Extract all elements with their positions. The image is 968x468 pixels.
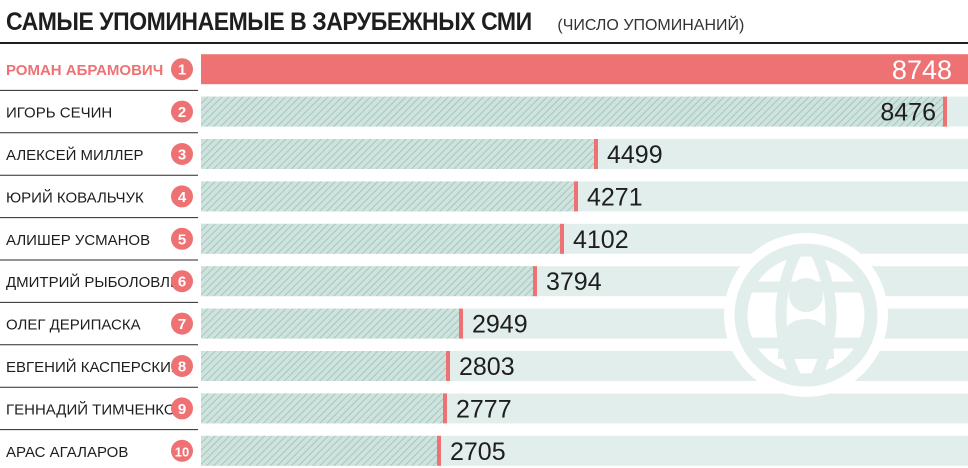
bar [201,435,438,466]
bar-end-marker [459,308,463,339]
rank-number: 4 [178,189,187,206]
bar-end-marker [437,435,441,466]
bar-end-marker [443,393,447,424]
value-label: 2777 [456,395,512,423]
chart-subtitle: (ЧИСЛО УПОМИНАНИЙ) [557,17,745,34]
rank-badge [171,355,193,377]
value-label: 8476 [880,99,936,127]
rank-number: 2 [178,104,186,121]
rank-badge [171,143,193,165]
value-label: 4102 [573,226,629,254]
chart-header: САМЫЕ УПОМИНАЕМЫЕ В ЗАРУБЕЖНЫХ СМИ (ЧИСЛ… [6,8,744,40]
globe-person-icon [724,233,888,397]
category-label: РОМАН АБРАМОВИЧ [6,62,163,79]
value-label: 2803 [459,353,515,381]
value-label: 4499 [607,141,663,169]
category-label: АРАС АГАЛАРОВ [6,444,128,461]
rank-number: 8 [178,359,186,376]
bar-end-marker [574,181,578,212]
value-label: 2949 [472,311,528,339]
bar-end-marker [533,266,537,297]
value-label: 4271 [587,183,643,211]
bar [201,351,447,381]
chart-title: САМЫЕ УПОМИНАЕМЫЕ В ЗАРУБЕЖНЫХ СМИ [6,8,532,36]
rank-number: 3 [178,147,186,164]
bar-end-marker [594,139,598,169]
rank-badge [171,439,193,462]
bar [201,181,575,212]
rank-number: 7 [178,316,186,333]
rank-badge [171,270,193,293]
bar-end-marker [560,223,564,254]
rank-badge [171,100,193,123]
bar-end-marker [446,351,450,381]
rank-number: 6 [178,274,186,291]
category-label: АЛЕКСЕЙ МИЛЛЕР [6,146,144,164]
bar-end-marker [943,96,947,127]
rank-badge [171,185,193,208]
header-divider [0,42,968,44]
value-label: 3794 [546,268,602,296]
bar [201,308,460,339]
rank-number: 9 [178,401,186,418]
category-label: ГЕННАДИЙ ТИМЧЕНКО [6,400,176,418]
category-label: ЕВГЕНИЙ КАСПЕРСКИЙ [6,358,182,376]
category-label: АЛИШЕР УСМАНОВ [6,232,150,249]
category-label: ЮРИЙ КОВАЛЬЧУК [6,188,144,206]
bar [201,96,944,127]
category-label: ДМИТРИЙ РЫБОЛОВЛЕВ [6,273,190,291]
bar [201,54,968,85]
bar [201,139,595,169]
rank-badge [171,227,193,250]
bar [201,223,561,254]
rank-number: 5 [178,231,186,248]
bar [201,393,444,424]
value-label: 8748 [892,55,952,85]
bar [201,266,534,297]
category-label: ОЛЕГ ДЕРИПАСКА [6,317,141,334]
rank-number: 10 [175,444,189,459]
rank-badge [171,312,193,335]
rank-number: 1 [178,62,186,79]
category-label: ИГОРЬ СЕЧИН [6,105,112,122]
rank-badge [171,397,193,420]
value-label: 2705 [450,438,506,466]
rank-badge [171,58,193,81]
